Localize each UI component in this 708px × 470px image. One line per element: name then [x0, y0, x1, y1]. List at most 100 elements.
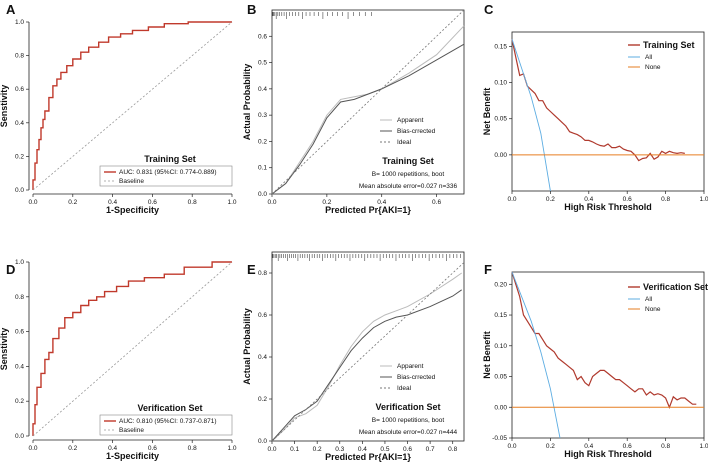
y-tick-label: 0.20 — [494, 281, 507, 288]
y-tick-label: 0.00 — [494, 404, 507, 411]
y-axis-label: Net Benefit — [482, 88, 492, 136]
x-tick-label: 0.3 — [335, 446, 344, 453]
legend-label: Training Set — [643, 40, 695, 50]
x-tick-label: 0.8 — [448, 446, 457, 453]
y-tick-label: -0.05 — [492, 435, 507, 442]
x-tick-label: 0.7 — [426, 446, 435, 453]
y-axis-label: Actual Probability — [242, 308, 252, 385]
legend-label: Bias-crrected — [397, 128, 436, 135]
legend-label: AUC: 0.831 (95%CI: 0.774-0.889) — [119, 169, 217, 176]
x-axis-label: High Risk Threshold — [564, 202, 652, 212]
legend-label: Verification Set — [643, 282, 708, 292]
legend-label: Apparent — [397, 117, 424, 124]
y-tick-label: 0.05 — [494, 116, 507, 123]
x-axis-label: Predicted Pr{AKI=1} — [325, 205, 411, 215]
x-tick-label: 0.0 — [28, 199, 37, 206]
x-tick-label: 0.0 — [267, 446, 276, 453]
x-tick-label: 0.6 — [623, 443, 632, 450]
y-tick-label: 0.8 — [258, 270, 267, 277]
x-tick-label: 0.6 — [623, 196, 632, 203]
series-line-apparent — [271, 25, 465, 195]
plot-frame — [511, 31, 705, 192]
legend-label: Ideal — [397, 139, 412, 146]
legend-label: None — [645, 64, 661, 71]
y-tick-label: 0.1 — [258, 165, 267, 172]
y-axis-label: Senstivity — [0, 328, 9, 371]
y-axis-label: Actual Probability — [242, 64, 252, 141]
x-axis-label: 1-Specificity — [106, 451, 159, 461]
x-tick-label: 0.4 — [108, 445, 117, 452]
y-tick-label: 0.2 — [258, 138, 267, 145]
x-tick-label: 0.4 — [108, 199, 117, 206]
x-tick-label: 0.8 — [661, 443, 670, 450]
x-tick-label: 0.2 — [546, 196, 555, 203]
panel-label: A — [6, 2, 16, 17]
legend-label: AUC: 0.810 (95%CI: 0.737-0.871) — [119, 418, 217, 425]
series-line-auc-0-831-95-ci-0-774-0-889- — [32, 21, 232, 190]
x-tick-label: 0.2 — [313, 446, 322, 453]
plot-frame — [271, 251, 465, 442]
y-axis-label: Net Benefit — [482, 331, 492, 379]
plot-frame — [271, 9, 465, 195]
legend-label: Apparent — [397, 363, 424, 370]
y-tick-label: 1.0 — [15, 259, 24, 266]
y-tick-label: 0.0 — [258, 191, 267, 198]
panel-F: F 0.0 0.2 0.4 0.6 0.8 1.0 -0.05 0.00 0.05 0.10 0.15… — [482, 262, 708, 459]
x-tick-label: 0.6 — [403, 446, 412, 453]
series-line-auc-0-810-95-ci-0-737-0-871- — [32, 261, 232, 436]
y-tick-label: 0.5 — [258, 60, 267, 67]
panel-A: A 0.0 0.2 0.4 0.6 0.8 1.0 0.0 0.2 0.4 0.6 0.8 1.0 1-S… — [0, 2, 237, 215]
y-tick-label: 0.8 — [15, 294, 24, 301]
annotation-text: B= 1000 repetitions, boot — [372, 171, 445, 178]
x-tick-label: 0.2 — [68, 199, 77, 206]
panel-label: B — [247, 2, 256, 17]
y-tick-label: 0.6 — [258, 33, 267, 40]
x-tick-label: 0.6 — [148, 445, 157, 452]
x-tick-label: 0.0 — [507, 443, 516, 450]
series-line-baseline — [32, 261, 233, 437]
y-tick-label: 0.05 — [494, 374, 507, 381]
legend-label: None — [645, 306, 661, 313]
x-tick-label: 0.4 — [377, 199, 386, 206]
x-tick-label: 0.4 — [358, 446, 367, 453]
x-tick-label: 1.0 — [699, 443, 708, 450]
series-line-apparent — [271, 272, 462, 442]
legend-label: All — [645, 54, 653, 61]
panel-C: C 0.0 0.2 0.4 0.6 0.8 1.0 0.00 0.05 0.10 0.15 High … — [482, 2, 708, 212]
chart-title: Verification Set — [375, 402, 440, 412]
chart-title: Training Set — [144, 154, 196, 164]
y-tick-label: 0.8 — [15, 53, 24, 60]
x-tick-label: 1.0 — [227, 445, 236, 452]
series-line-bias-crrected — [271, 43, 465, 195]
panel-label: E — [247, 262, 256, 277]
series-line-all — [511, 271, 561, 439]
y-tick-label: 1.0 — [15, 19, 24, 26]
x-tick-label: 0.2 — [68, 445, 77, 452]
annotation-text: Mean absolute error=0.027 n=336 — [359, 183, 458, 190]
series-line-ideal — [271, 262, 465, 442]
x-tick-label: 0.6 — [432, 199, 441, 206]
series-line-all — [511, 39, 551, 192]
x-tick-label: 1.0 — [227, 199, 236, 206]
y-axis-label: Senstivity — [0, 85, 9, 128]
x-axis-label: 1-Specificity — [106, 205, 159, 215]
x-axis-label: High Risk Threshold — [564, 449, 652, 459]
x-tick-label: 0.0 — [507, 196, 516, 203]
panel-label: D — [6, 262, 15, 277]
plot-frame — [511, 271, 705, 439]
legend-label: Ideal — [397, 385, 412, 392]
y-tick-label: 0.15 — [494, 43, 507, 50]
y-tick-label: 0.2 — [15, 398, 24, 405]
series-line-baseline — [32, 21, 233, 191]
x-tick-label: 0.5 — [380, 446, 389, 453]
x-tick-label: 0.1 — [290, 446, 299, 453]
y-tick-label: 0.6 — [15, 329, 24, 336]
y-tick-label: 0.4 — [258, 86, 267, 93]
x-tick-label: 0.4 — [584, 196, 593, 203]
y-tick-label: 0.2 — [15, 153, 24, 160]
y-tick-label: 0.6 — [258, 312, 267, 319]
y-tick-label: 0.4 — [15, 120, 24, 127]
series-line-ideal — [271, 9, 465, 195]
x-tick-label: 0.2 — [322, 199, 331, 206]
x-tick-label: 0.6 — [148, 199, 157, 206]
